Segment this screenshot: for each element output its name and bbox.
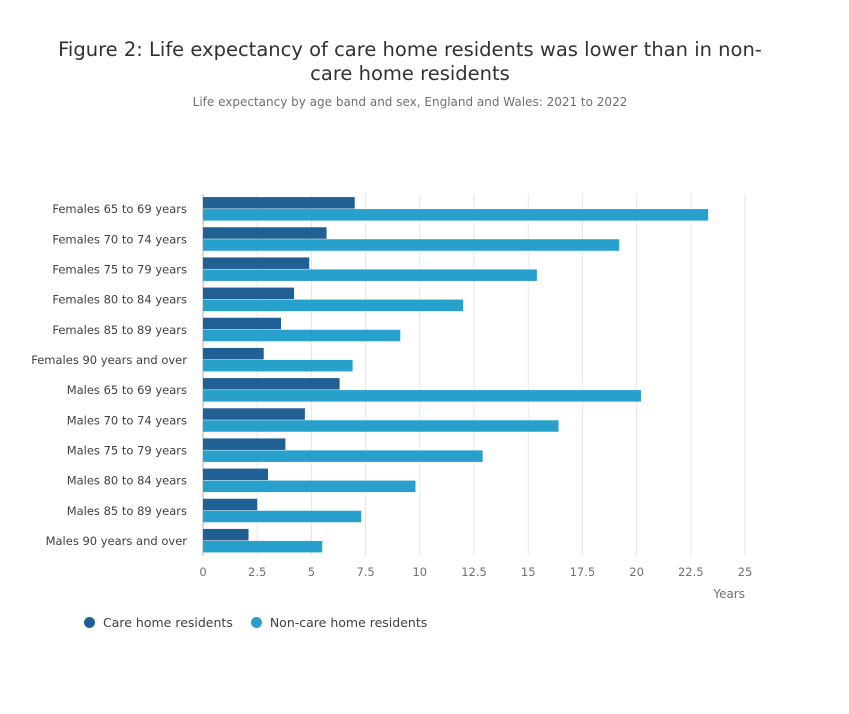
legend-swatch-non-care-home — [250, 617, 262, 628]
bar-non-care-home[interactable] — [203, 390, 641, 402]
y-tick-label: Males 65 to 69 years — [67, 383, 187, 397]
x-tick-label: 2.5 — [248, 565, 266, 579]
legend-label-care-home: Care home residents — [103, 615, 233, 630]
bar-care-home[interactable] — [203, 408, 305, 420]
y-tick-label: Males 85 to 89 years — [67, 504, 187, 518]
y-tick-label: Females 65 to 69 years — [52, 202, 187, 216]
bar-non-care-home[interactable] — [203, 540, 323, 553]
legend-item-care-home[interactable]: Care home residents — [84, 615, 233, 630]
bar-non-care-home[interactable] — [203, 239, 620, 251]
bar-non-care-home[interactable] — [203, 329, 401, 342]
x-tick-label: 7.5 — [356, 565, 374, 579]
chart-subtitle: Life expectancy by age band and sex, Eng… — [192, 95, 628, 109]
x-tick-label: 10 — [412, 565, 427, 579]
bar-non-care-home[interactable] — [203, 209, 709, 221]
x-axis-title: Years — [712, 587, 745, 601]
bar-care-home[interactable] — [203, 197, 355, 209]
x-tick-label: 5 — [308, 565, 315, 579]
bar-care-home[interactable] — [203, 317, 282, 330]
bar-care-home[interactable] — [203, 498, 258, 511]
legend-label-non-care-home: Non-care home residents — [269, 615, 428, 630]
y-tick-label: Males 90 years and over — [46, 534, 188, 548]
y-tick-label: Females 80 to 84 years — [52, 293, 187, 307]
x-tick-label: 17.5 — [570, 565, 596, 579]
bar-non-care-home[interactable] — [203, 299, 464, 312]
x-tick-label: 15 — [521, 565, 536, 579]
y-tick-label: Females 70 to 74 years — [52, 232, 187, 246]
bar-care-home[interactable] — [203, 438, 286, 450]
bar-care-home[interactable] — [203, 347, 264, 360]
y-tick-label: Females 75 to 79 years — [52, 262, 187, 276]
bar-care-home[interactable] — [203, 468, 269, 481]
bar-care-home[interactable] — [203, 227, 327, 239]
y-tick-label: Females 85 to 89 years — [52, 323, 187, 337]
y-tick-label: Females 90 years and over — [31, 353, 187, 367]
y-tick-label: Males 75 to 79 years — [67, 443, 187, 457]
y-tick-label: Males 70 to 74 years — [67, 413, 187, 427]
chart-title-line-2: care home residents — [310, 62, 510, 85]
x-tick-label: 25 — [738, 565, 753, 579]
x-tick-label: 22.5 — [678, 565, 704, 579]
bar-care-home[interactable] — [203, 528, 249, 541]
legend-item-non-care-home[interactable]: Non-care home residents — [250, 615, 428, 630]
bar-non-care-home[interactable] — [203, 420, 559, 432]
x-tick-label: 0 — [199, 565, 206, 579]
chart-title-line-1: Figure 2: Life expectancy of care home r… — [58, 38, 762, 61]
bar-non-care-home[interactable] — [203, 269, 537, 281]
chart-title: Figure 2: Life expectancy of care home r… — [40, 38, 780, 86]
bar-non-care-home[interactable] — [203, 510, 362, 523]
bar-care-home[interactable] — [203, 378, 340, 390]
x-tick-label: 20 — [629, 565, 644, 579]
y-tick-label: Males 80 to 84 years — [67, 474, 187, 488]
x-tick-label: 12.5 — [461, 565, 487, 579]
bar-non-care-home[interactable] — [203, 480, 416, 493]
chart-legend: Care home residents Non-care home reside… — [84, 615, 445, 630]
bar-non-care-home[interactable] — [203, 359, 353, 372]
bar-non-care-home[interactable] — [203, 450, 483, 462]
legend-swatch-care-home — [84, 617, 95, 628]
bar-care-home[interactable] — [203, 287, 295, 300]
bar-care-home[interactable] — [203, 257, 310, 269]
